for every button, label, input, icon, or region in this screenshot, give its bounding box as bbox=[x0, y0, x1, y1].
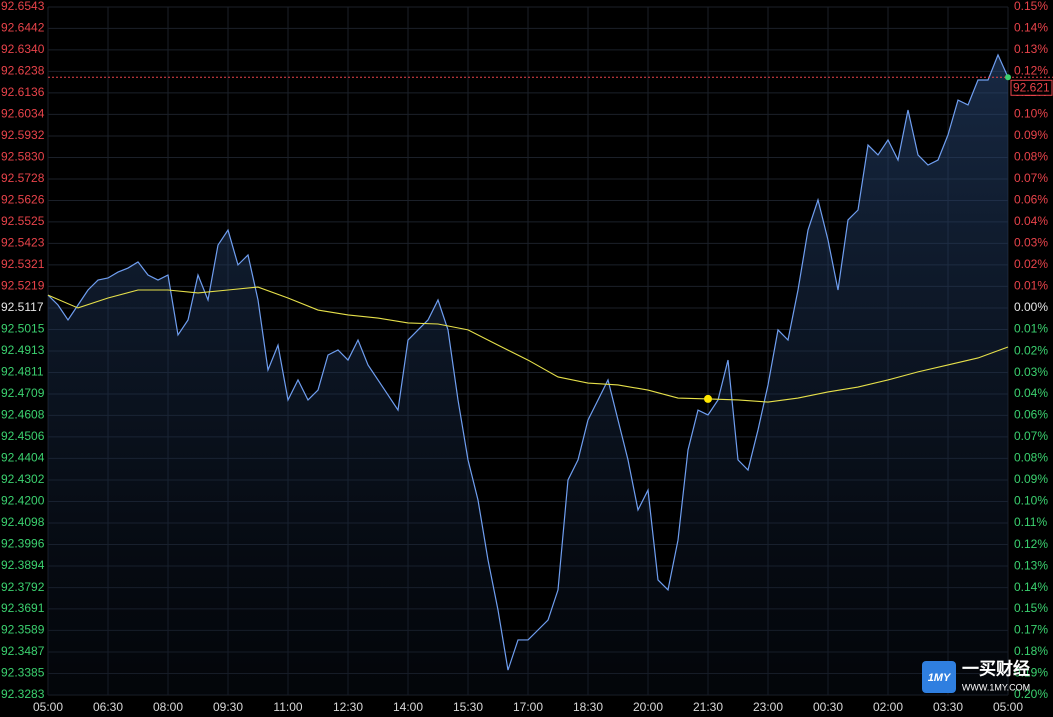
y-tick-label: 92.4098 bbox=[1, 515, 45, 529]
x-tick-label: 08:00 bbox=[153, 700, 183, 714]
y2-tick-label: 0.15% bbox=[1014, 601, 1048, 615]
y-tick-label: 92.4506 bbox=[1, 429, 45, 443]
x-tick-label: 06:30 bbox=[93, 700, 123, 714]
y-tick-label: 92.3589 bbox=[1, 623, 45, 637]
y-tick-label: 92.3691 bbox=[1, 601, 45, 615]
y-tick-label: 92.5321 bbox=[1, 257, 45, 271]
x-tick-label: 05:00 bbox=[33, 700, 63, 714]
x-tick-label: 23:00 bbox=[753, 700, 783, 714]
x-tick-label: 00:30 bbox=[813, 700, 843, 714]
y-tick-label: 92.4404 bbox=[1, 451, 45, 465]
x-tick-label: 02:00 bbox=[873, 700, 903, 714]
y2-tick-label: 0.06% bbox=[1014, 408, 1048, 422]
y-tick-label: 92.4302 bbox=[1, 472, 45, 486]
y-tick-label: 92.4608 bbox=[1, 408, 45, 422]
y2-tick-label: 0.04% bbox=[1014, 386, 1048, 400]
y2-tick-label: 0.09% bbox=[1014, 128, 1048, 142]
x-tick-label: 15:30 bbox=[453, 700, 483, 714]
y-tick-label: 92.3792 bbox=[1, 580, 45, 594]
x-tick-label: 17:00 bbox=[513, 700, 543, 714]
line bbox=[47, 53, 1009, 671]
y2-tick-label: 0.02% bbox=[1014, 343, 1048, 357]
y2-tick-label: 0.14% bbox=[1014, 20, 1048, 34]
y-tick-label: 92.3996 bbox=[1, 537, 45, 551]
y2-tick-label: 0.02% bbox=[1014, 257, 1048, 271]
y-tick-label: 92.5830 bbox=[1, 150, 45, 164]
y-tick-label: 92.6238 bbox=[1, 64, 45, 78]
watermark: 1MY 一买财经 WWW.1MY.COM bbox=[922, 658, 1030, 693]
y2-tick-label: 0.15% bbox=[1014, 0, 1048, 13]
y2-tick-label: 0.04% bbox=[1014, 214, 1048, 228]
x-tick-label: 21:30 bbox=[693, 700, 723, 714]
y2-tick-label: 0.20% bbox=[1014, 687, 1048, 701]
y-tick-label: 92.3385 bbox=[1, 666, 45, 680]
x-tick-label: 20:00 bbox=[633, 700, 663, 714]
y-tick-label: 92.5423 bbox=[1, 236, 45, 250]
y2-tick-label: 0.07% bbox=[1014, 429, 1048, 443]
watermark-url: WWW.1MY.COM bbox=[962, 682, 1030, 692]
y2-tick-label: 0.12% bbox=[1014, 63, 1048, 77]
x-tick-label: 11:00 bbox=[273, 700, 302, 714]
y2-tick-label: 0.10% bbox=[1014, 494, 1048, 508]
y-tick-label: 92.4811 bbox=[1, 365, 44, 379]
x-tick-label: 12:30 bbox=[333, 700, 363, 714]
y-tick-label: 92.6543 bbox=[1, 0, 45, 13]
y-tick-label: 92.6340 bbox=[1, 42, 45, 56]
logo-box bbox=[922, 661, 956, 693]
y2-tick-label: 0.14% bbox=[1014, 580, 1048, 594]
y2-tick-label: 0.07% bbox=[1014, 171, 1048, 185]
y2-tick-label: 0.03% bbox=[1014, 235, 1048, 249]
y-tick-label: 92.6136 bbox=[1, 85, 45, 99]
y-tick-label: 92.6442 bbox=[1, 20, 45, 34]
y-tick-label: 92.5015 bbox=[1, 322, 45, 336]
y2-tick-label: 0.11% bbox=[1014, 515, 1047, 529]
y-tick-label: 92.3487 bbox=[1, 644, 45, 658]
logo-text: 1MY bbox=[928, 672, 952, 684]
y2-tick-label: 0.18% bbox=[1014, 644, 1048, 658]
watermark-title: 一买财经 bbox=[962, 658, 1030, 678]
y2-tick-label: 0.09% bbox=[1014, 472, 1048, 486]
y2-tick-label: 0.10% bbox=[1014, 107, 1048, 121]
x-tick-label: 14:00 bbox=[393, 700, 423, 714]
y2-tick-label: 0.06% bbox=[1014, 193, 1048, 207]
y-tick-label: 92.5932 bbox=[1, 128, 45, 142]
y-tick-label: 92.5626 bbox=[1, 193, 45, 207]
y-tick-label: 92.4913 bbox=[1, 343, 45, 357]
area bbox=[48, 54, 1008, 696]
x-tick-label: 05:00 bbox=[993, 700, 1023, 714]
y2-tick-label: 0.01% bbox=[1014, 322, 1048, 336]
last-price-label: 92.621 bbox=[1013, 80, 1050, 94]
x-tick-label: 18:30 bbox=[573, 700, 603, 714]
y-tick-label: 92.6034 bbox=[1, 107, 45, 121]
y2-tick-label: 0.17% bbox=[1014, 623, 1048, 637]
y-tick-label: 92.4709 bbox=[1, 386, 45, 400]
y-tick-label: 92.3894 bbox=[1, 558, 45, 572]
y2-tick-label: 0.13% bbox=[1014, 42, 1048, 56]
y-tick-label: 92.5219 bbox=[1, 279, 45, 293]
y-tick-label: 92.5728 bbox=[1, 171, 45, 185]
line bbox=[47, 286, 1009, 403]
y-tick-label: 92.4200 bbox=[1, 494, 45, 508]
last-price-box bbox=[1010, 79, 1053, 96]
y-tick-label: 92.5117 bbox=[1, 300, 44, 314]
y2-tick-label: 0.19% bbox=[1014, 666, 1048, 680]
y2-tick-label: 0.12% bbox=[1014, 537, 1048, 551]
y-tick-label: 92.3283 bbox=[1, 687, 45, 701]
y2-tick-label: 0.08% bbox=[1014, 150, 1048, 164]
highlight-point bbox=[704, 394, 712, 403]
y2-tick-label: 0.00% bbox=[1014, 300, 1048, 314]
last-point bbox=[1005, 74, 1011, 81]
y2-tick-label: 0.08% bbox=[1014, 451, 1048, 465]
x-tick-label: 03:30 bbox=[933, 700, 963, 714]
y2-tick-label: 0.01% bbox=[1014, 279, 1048, 293]
y2-tick-label: 0.03% bbox=[1014, 365, 1048, 379]
y2-tick-label: 0.13% bbox=[1014, 558, 1048, 572]
x-tick-label: 09:30 bbox=[213, 700, 243, 714]
y-tick-label: 92.5525 bbox=[1, 214, 45, 228]
